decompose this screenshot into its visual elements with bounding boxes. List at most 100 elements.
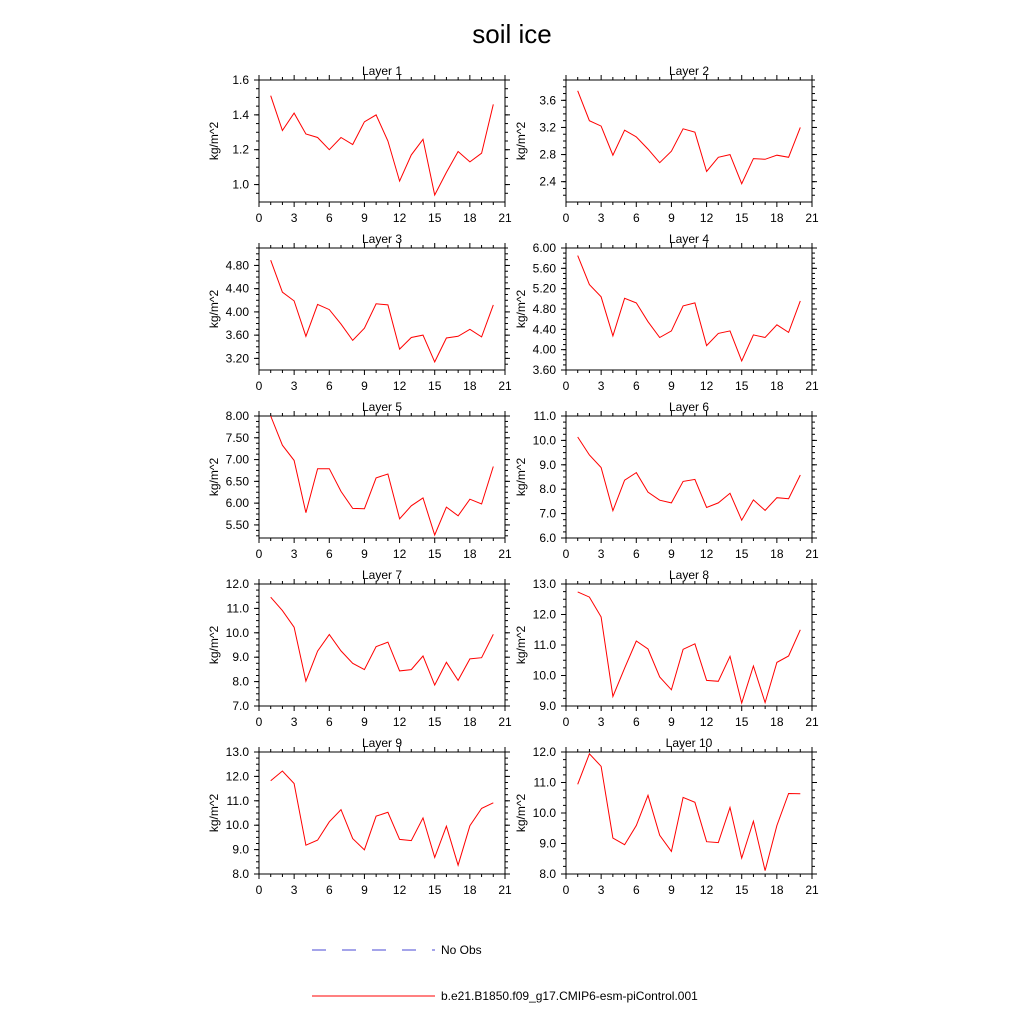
x-tick-label: 9 (668, 883, 675, 897)
x-tick-label: 21 (805, 715, 819, 729)
x-tick-label: 3 (291, 379, 298, 393)
panel-layer-10: Layer 10 kg/m^2 0 3 6 9 12 15 18 21 8.0 9.0 10.0 11.0… (514, 736, 819, 897)
x-tick-label: 6 (326, 715, 333, 729)
y-tick-label: 4.00 (226, 305, 250, 319)
panel-layer-4: Layer 4 kg/m^2 0 3 6 9 12 15 18 21 3.60 4.00 4.40 4.8… (514, 232, 819, 393)
x-tick-label: 6 (326, 379, 333, 393)
y-tick-label: 12.0 (533, 608, 557, 622)
y-tick-label: 9.0 (539, 837, 556, 851)
panels-group: Layer 1kg/m^20 3 6 9 12 15 18 211.01.21.41.6Lay… (207, 64, 819, 897)
x-tick-label: 12 (700, 547, 714, 561)
y-tick-label: 13.0 (226, 745, 250, 759)
x-tick-label: 0 (563, 547, 570, 561)
y-tick-label: 11.0 (227, 794, 250, 808)
x-tick-label: 15 (735, 715, 749, 729)
y-tick-label: 2.4 (539, 175, 556, 189)
y-tick-label: 11.0 (534, 776, 557, 790)
y-tick-label: 13.0 (533, 577, 557, 591)
series-line-1 (577, 752, 801, 871)
x-tick-label: 6 (326, 883, 333, 897)
y-tick-label: 11.0 (534, 409, 557, 423)
x-tick-label: 3 (291, 211, 298, 225)
series-line-1 (577, 90, 801, 185)
series-line-1 (270, 770, 494, 867)
series-line-1 (270, 415, 494, 537)
x-tick-label: 21 (498, 379, 512, 393)
y-axis-label: kg/m^2 (514, 626, 528, 665)
x-tick-label: 6 (633, 547, 640, 561)
panel-title: Layer 5 (362, 400, 402, 414)
panel-title: Layer 1 (362, 64, 402, 78)
y-tick-label: 6.50 (226, 474, 250, 488)
x-tick-label: 9 (361, 547, 368, 561)
x-tick-label: 3 (598, 883, 605, 897)
y-tick-label: 5.50 (226, 518, 250, 532)
x-tick-label: 12 (700, 715, 714, 729)
y-tick-label: 5.60 (533, 261, 557, 275)
y-axis-label: kg/m^2 (207, 458, 221, 497)
y-tick-label: 4.00 (533, 343, 557, 357)
x-tick-label: 9 (361, 379, 368, 393)
y-tick-label: 10.0 (226, 818, 250, 832)
y-tick-label: 8.0 (539, 482, 556, 496)
x-tick-label: 9 (668, 715, 675, 729)
x-tick-label: 18 (770, 547, 784, 561)
y-tick-label: 1.0 (232, 178, 249, 192)
x-tick-label: 15 (428, 211, 442, 225)
y-tick-label: 3.60 (533, 363, 557, 377)
series-line-1 (577, 255, 801, 363)
x-tick-label: 12 (393, 211, 407, 225)
x-tick-label: 0 (256, 883, 263, 897)
y-tick-label: 1.6 (232, 73, 249, 87)
y-tick-label: 8.00 (226, 409, 250, 423)
y-tick-label: 4.80 (533, 302, 557, 316)
y-tick-label: 7.00 (226, 453, 250, 467)
plot-frame (258, 751, 506, 875)
panel-layer-8: Layer 8 kg/m^2 0 3 6 9 12 15 18 21 9.0 10.0 11.0 12.0… (514, 568, 819, 729)
plot-frame (258, 583, 506, 707)
x-tick-label: 0 (256, 715, 263, 729)
x-tick-label: 3 (291, 883, 298, 897)
x-tick-label: 15 (428, 883, 442, 897)
y-tick-label: 10.0 (533, 669, 557, 683)
y-tick-label: 9.0 (232, 843, 249, 857)
y-tick-label: 8.0 (232, 675, 249, 689)
y-tick-label: 7.0 (539, 507, 556, 521)
panel-title: Layer 8 (669, 568, 709, 582)
panel-layer-9: Layer 9 kg/m^2 0 3 6 9 12 15 18 21 8.0 9.0 10.0 11.0 1… (207, 736, 512, 897)
y-tick-label: 3.20 (226, 351, 250, 365)
x-tick-label: 18 (770, 211, 784, 225)
x-tick-label: 9 (668, 211, 675, 225)
panel-layer-7: Layer 7 kg/m^2 0 3 6 9 12 15 18 21 7.0 8.0 9.0 10.0 11… (207, 568, 512, 729)
x-tick-label: 6 (633, 715, 640, 729)
plot-frame (565, 79, 813, 203)
x-tick-label: 18 (463, 547, 477, 561)
panel-title: Layer 2 (669, 64, 709, 78)
y-tick-label: 9.0 (539, 458, 556, 472)
legend-obs-label: No Obs (441, 943, 482, 957)
panel-title: Layer 9 (362, 736, 402, 750)
panel-layer-1: Layer 1 kg/m^2 0 3 6 9 12 15 18 21 1.0 1.2 1.4 1.6 (207, 64, 512, 225)
x-tick-label: 18 (463, 379, 477, 393)
y-tick-label: 10.0 (533, 433, 557, 447)
x-tick-label: 0 (256, 211, 263, 225)
plot-frame (565, 247, 813, 371)
panel-layer-3: Layer 3 kg/m^2 0 3 6 9 12 15 18 21 3.20 3.60 4.00 4.4… (207, 232, 512, 393)
x-tick-label: 12 (700, 211, 714, 225)
y-tick-label: 6.00 (533, 241, 557, 255)
x-tick-label: 18 (463, 883, 477, 897)
x-tick-label: 3 (598, 211, 605, 225)
x-tick-label: 3 (598, 379, 605, 393)
x-tick-label: 12 (393, 715, 407, 729)
y-axis-label: kg/m^2 (207, 794, 221, 833)
y-tick-label: 3.60 (226, 328, 250, 342)
x-tick-label: 21 (498, 883, 512, 897)
y-tick-label: 11.0 (227, 601, 250, 615)
series-line-1 (577, 436, 801, 522)
y-axis-label: kg/m^2 (514, 458, 528, 497)
panel-title: Layer 10 (666, 736, 713, 750)
x-tick-label: 6 (633, 379, 640, 393)
x-tick-label: 15 (428, 547, 442, 561)
x-tick-label: 0 (563, 883, 570, 897)
